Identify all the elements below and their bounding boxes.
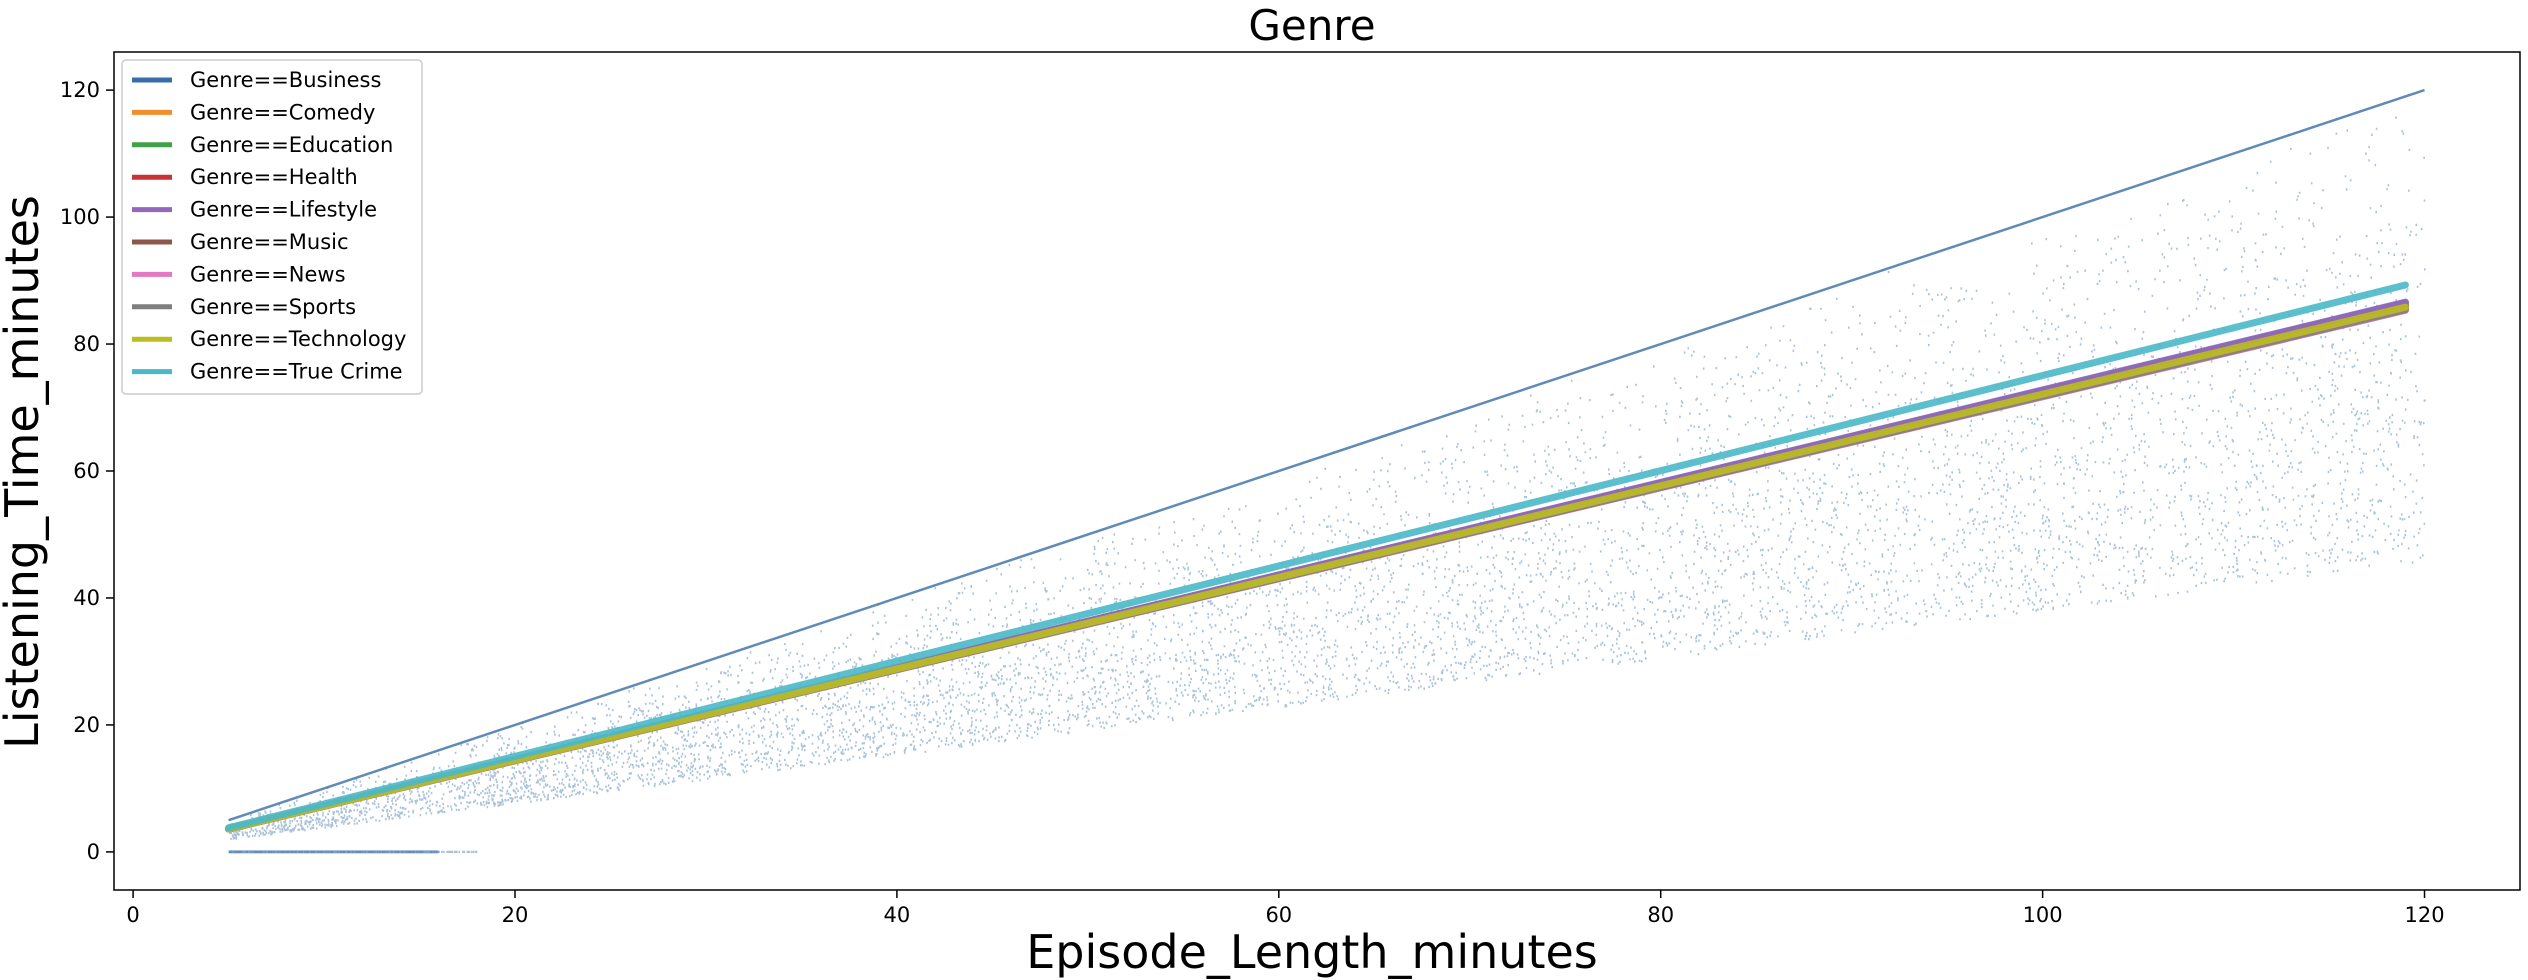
legend-label: Genre==Health <box>190 165 358 189</box>
legend-label: Genre==Business <box>190 68 381 92</box>
x-axis-label: Episode_Length_minutes <box>1026 925 1598 979</box>
legend-label: Genre==Music <box>190 230 349 254</box>
chart-title: Genre <box>1248 1 1375 50</box>
legend-label: Genre==News <box>190 262 346 286</box>
y-tick-label: 20 <box>73 713 100 737</box>
legend-label: Genre==Education <box>190 133 393 157</box>
y-axis-ticks: 0 20 40 60 80 100 120 <box>60 78 114 864</box>
x-tick-label: 80 <box>1647 903 1674 927</box>
legend-label: Genre==Technology <box>190 327 406 351</box>
scatter-points <box>228 88 2426 854</box>
y-tick-label: 120 <box>60 78 100 102</box>
y-tick-label: 0 <box>87 840 100 864</box>
y-tick-label: 60 <box>73 459 100 483</box>
legend-label: Genre==Lifestyle <box>190 198 377 222</box>
x-tick-label: 0 <box>126 903 139 927</box>
y-tick-label: 40 <box>73 586 100 610</box>
y-tick-label: 100 <box>60 205 100 229</box>
scatter-dots <box>228 116 2426 853</box>
x-tick-label: 100 <box>2023 903 2063 927</box>
legend: Genre==Business Genre==Comedy Genre==Educa… <box>121 59 423 395</box>
plot-area <box>113 51 2521 891</box>
x-tick-label: 60 <box>1265 903 1292 927</box>
legend-box <box>121 59 423 395</box>
legend-label: Genre==Sports <box>190 295 356 319</box>
y-axis-label: Listening_Time_minutes <box>0 195 49 749</box>
series-line-genre-technology <box>225 303 2409 833</box>
x-tick-label: 40 <box>884 903 911 927</box>
scatter-upper-edge <box>228 88 2425 822</box>
regression-lines <box>225 281 2409 833</box>
series-line-genre-true-crime <box>225 281 2409 832</box>
x-tick-label: 20 <box>502 903 529 927</box>
x-axis-ticks: 0 20 40 60 80 100 120 <box>126 890 2445 927</box>
y-tick-label: 80 <box>73 332 100 356</box>
legend-label: Genre==True Crime <box>190 360 403 384</box>
x-tick-label: 120 <box>2404 903 2444 927</box>
legend-label: Genre==Comedy <box>190 100 375 124</box>
